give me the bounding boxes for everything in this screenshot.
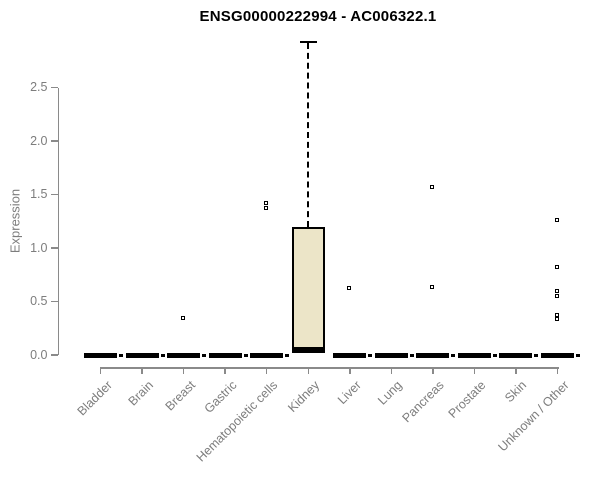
zero-boxplot-bar bbox=[250, 352, 284, 358]
x-axis-tick bbox=[473, 367, 476, 374]
y-tick-label: 0.5 bbox=[30, 294, 48, 308]
zero-boxplot-stub bbox=[492, 353, 497, 357]
x-tick-label: Skin bbox=[502, 378, 530, 406]
zero-boxplot-bar bbox=[84, 352, 118, 358]
zero-boxplot-bar bbox=[416, 352, 450, 358]
zero-boxplot-stub bbox=[160, 353, 165, 357]
x-axis-line bbox=[100, 367, 559, 369]
zero-boxplot-stub bbox=[368, 353, 373, 357]
outlier-point bbox=[264, 205, 269, 210]
x-tick-label: Hematopoietic cells bbox=[194, 378, 281, 465]
outlier-point bbox=[554, 264, 559, 269]
y-tick-label: 0.0 bbox=[30, 347, 48, 362]
zero-boxplot-bar bbox=[457, 352, 491, 358]
zero-boxplot-bar bbox=[208, 352, 242, 358]
y-tick-label: 1.0 bbox=[30, 240, 48, 255]
y-tick-label: 2.0 bbox=[30, 133, 48, 148]
zero-boxplot-bar bbox=[499, 352, 533, 358]
y-axis-tick bbox=[50, 247, 58, 249]
y-axis-tick bbox=[50, 193, 58, 196]
x-tick-label: Kidney bbox=[285, 378, 323, 415]
outlier-point bbox=[554, 317, 559, 322]
outlier-point bbox=[554, 289, 559, 294]
median-line bbox=[291, 347, 325, 352]
x-axis-tick bbox=[265, 367, 268, 374]
zero-boxplot-stub bbox=[534, 353, 539, 357]
y-tick-label: 1.5 bbox=[30, 187, 48, 201]
zero-boxplot-bar bbox=[540, 352, 574, 358]
zero-boxplot-stub bbox=[119, 353, 124, 357]
zero-boxplot-bar bbox=[167, 352, 201, 358]
x-tick-label: Liver bbox=[334, 378, 364, 408]
chart-title: ENSG00000222994 - AC006322.1 bbox=[199, 8, 437, 25]
zero-boxplot-stub bbox=[202, 353, 207, 357]
x-axis-tick bbox=[307, 367, 309, 374]
zero-boxplot-bar bbox=[125, 352, 159, 358]
zero-boxplot-stub bbox=[409, 353, 414, 357]
outlier-point bbox=[554, 312, 559, 317]
outlier-point bbox=[430, 285, 435, 290]
zero-boxplot-stub bbox=[451, 353, 456, 357]
zero-boxplot-bar bbox=[333, 352, 367, 358]
box-iqr bbox=[291, 226, 325, 353]
outlier-point bbox=[347, 286, 352, 291]
x-tick-label: Bladder bbox=[74, 378, 115, 419]
x-tick-label: Lung bbox=[375, 378, 406, 408]
x-axis-tick bbox=[349, 367, 351, 374]
y-axis-line bbox=[57, 87, 59, 355]
x-axis-tick bbox=[99, 367, 102, 374]
outlier-point bbox=[264, 200, 269, 205]
x-axis-tick bbox=[390, 367, 393, 374]
y-tick-label: 2.5 bbox=[30, 80, 48, 94]
outlier-point bbox=[181, 316, 186, 321]
outlier-point bbox=[430, 184, 435, 189]
zero-boxplot-stub bbox=[285, 353, 290, 357]
y-axis-tick bbox=[50, 300, 58, 303]
outlier-point bbox=[554, 217, 559, 222]
x-axis-tick bbox=[515, 367, 517, 374]
x-axis-tick bbox=[432, 367, 434, 374]
y-axis-tick bbox=[50, 354, 58, 356]
zero-boxplot-stub bbox=[243, 353, 248, 357]
x-tick-label: Breast bbox=[162, 378, 198, 414]
y-axis-tick bbox=[50, 140, 58, 142]
x-axis-tick bbox=[556, 367, 559, 374]
outlier-point bbox=[554, 293, 559, 298]
x-axis-tick bbox=[182, 367, 185, 374]
whisker-line bbox=[307, 42, 310, 227]
x-axis-tick bbox=[141, 367, 143, 374]
x-axis-tick bbox=[224, 367, 226, 374]
x-tick-label: Gastric bbox=[201, 378, 240, 416]
zero-boxplot-stub bbox=[575, 353, 580, 357]
x-tick-label: Pancreas bbox=[399, 378, 447, 426]
whisker-cap bbox=[299, 40, 317, 44]
x-tick-label: Brain bbox=[125, 378, 157, 409]
y-axis-tick bbox=[50, 86, 58, 89]
zero-boxplot-bar bbox=[374, 352, 408, 358]
x-tick-label: Prostate bbox=[445, 378, 489, 421]
